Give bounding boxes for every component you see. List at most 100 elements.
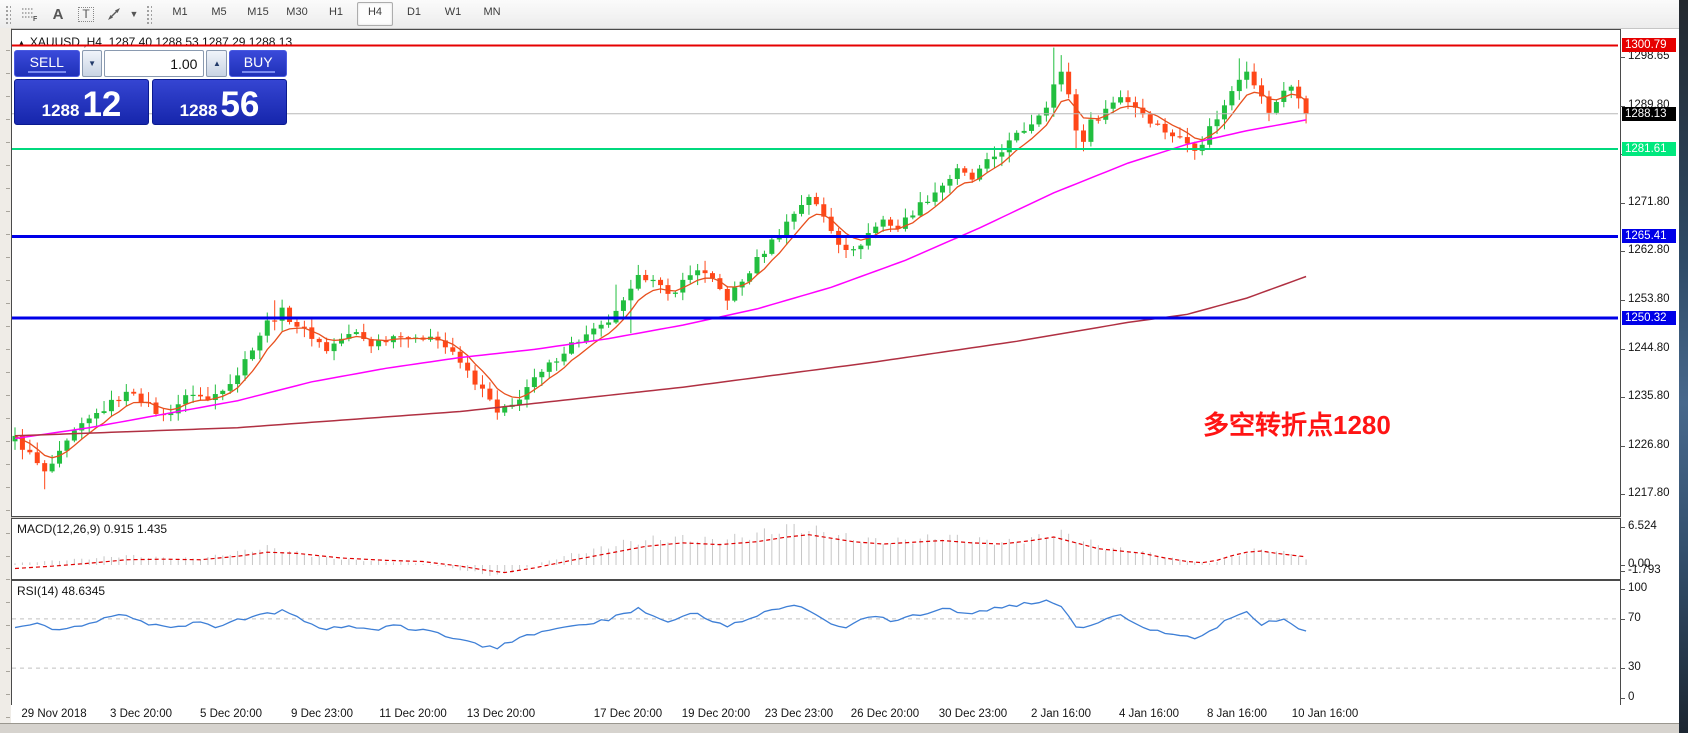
candle-body (650, 279, 656, 282)
candle-body (739, 281, 745, 288)
sell-price-display[interactable]: 1288 12 (14, 79, 149, 125)
candle-body (227, 384, 233, 391)
candle-body (138, 393, 144, 403)
candle-body (1066, 71, 1072, 95)
candle-body (895, 225, 901, 229)
timeframe-button-m1[interactable]: M1 (172, 6, 188, 18)
candle-body (1058, 71, 1064, 85)
buy-price-display[interactable]: 1288 56 (152, 79, 287, 125)
candle-body (383, 340, 389, 343)
svg-text:F: F (33, 16, 38, 22)
toolbar-grip[interactable] (4, 4, 11, 24)
candle-body (316, 338, 322, 343)
candle-body (865, 233, 871, 246)
candle-body (27, 449, 33, 453)
volume-input[interactable] (104, 50, 205, 77)
time-axis[interactable] (11, 705, 1621, 723)
candle-body (754, 257, 760, 274)
candle-body (799, 204, 805, 214)
crosshair-tool-icon[interactable] (101, 3, 127, 25)
volume-increase-button[interactable]: ▲ (206, 50, 228, 77)
candle-body (168, 413, 174, 416)
timeframe-button-mn[interactable]: MN (483, 6, 501, 18)
timeframe-button-m5[interactable]: M5 (211, 6, 227, 18)
candle-body (205, 396, 211, 401)
candle-body (1132, 102, 1138, 108)
chart-shift-grid-icon[interactable]: F (17, 3, 43, 25)
candle-body (1080, 130, 1086, 142)
candle-body (353, 332, 359, 335)
timeframe-button-h1[interactable]: H1 (328, 6, 344, 18)
macd-indicator-panel[interactable]: MACD(12,26,9) 0.915 1.435 (11, 518, 1621, 580)
candle-body (183, 395, 189, 405)
candle-body (843, 244, 849, 251)
rsi-indicator-panel[interactable]: RSI(14) 48.6345 (11, 580, 1621, 707)
candle-body (1073, 94, 1079, 131)
timeframe-button-h4[interactable]: H4 (357, 2, 393, 26)
candlestick-chart[interactable] (12, 30, 1618, 514)
candle-body (1140, 107, 1146, 115)
candle-body (1266, 96, 1272, 113)
candle-body (569, 342, 574, 354)
timeframe-button-m30[interactable]: M30 (286, 6, 308, 18)
candle-body (272, 320, 278, 322)
buy-button[interactable]: BUY (229, 50, 287, 77)
macd-chart (14, 523, 1307, 576)
sell-price-small: 1288 (41, 101, 80, 120)
candle-body (301, 326, 307, 328)
sell-button[interactable]: SELL (14, 50, 80, 77)
price-chart-panel[interactable]: ▲ XAUUSD ,H4 1287.40 1288.53 1287.29 1288… (11, 29, 1621, 517)
candle-body (769, 239, 775, 254)
volume-decrease-button[interactable]: ▼ (81, 50, 103, 77)
candle-body (49, 463, 55, 472)
candle-body (635, 274, 641, 289)
candle-body (398, 336, 404, 338)
toolbar-separator-grip[interactable] (145, 4, 152, 24)
price-scale[interactable] (1621, 29, 1679, 723)
candle-body (494, 399, 500, 413)
candle-body (64, 440, 70, 451)
candle-body (324, 342, 330, 352)
candle-body (249, 350, 255, 360)
candle-body (472, 370, 478, 385)
candle-body (984, 159, 990, 169)
candle-body (539, 371, 545, 378)
candle-body (1296, 86, 1302, 99)
timeframe-button-w1[interactable]: W1 (444, 6, 462, 18)
candle-body (709, 273, 715, 279)
candle-body (917, 202, 923, 216)
indicator-line (14, 599, 1307, 650)
candle-body (1192, 143, 1198, 151)
candle-body (888, 219, 894, 226)
text-tool-icon[interactable]: T (73, 3, 99, 25)
candle-body (1118, 97, 1124, 103)
timeframe-button-m15[interactable]: M15 (247, 6, 269, 18)
candle-body (554, 361, 560, 363)
candle-body (502, 406, 508, 413)
candle-body (732, 287, 738, 301)
timeframe-button-d1[interactable]: D1 (406, 6, 422, 18)
candle-body (1147, 114, 1153, 124)
candle-body (813, 196, 819, 205)
candle-body (665, 285, 671, 294)
letter-a-tool-icon[interactable]: A (52, 5, 64, 23)
candle-body (925, 201, 931, 203)
candle-body (1199, 144, 1205, 151)
candle-body (784, 221, 790, 236)
candle-body (606, 322, 612, 325)
candle-body (999, 152, 1005, 157)
candle-body (1088, 119, 1094, 142)
candle-body (858, 245, 864, 250)
candle-body (1029, 124, 1035, 131)
candle-body (531, 377, 537, 388)
candle-body (198, 394, 203, 397)
candle-body (257, 335, 263, 351)
crosshair-dropdown-icon[interactable]: ▼ (129, 9, 139, 19)
candle-body (123, 391, 129, 402)
candle-body (479, 384, 485, 389)
candle-body (1214, 119, 1220, 127)
candle-body (1229, 91, 1235, 106)
candle-body (487, 388, 493, 400)
candle-body (695, 270, 701, 276)
candle-body (294, 321, 300, 327)
